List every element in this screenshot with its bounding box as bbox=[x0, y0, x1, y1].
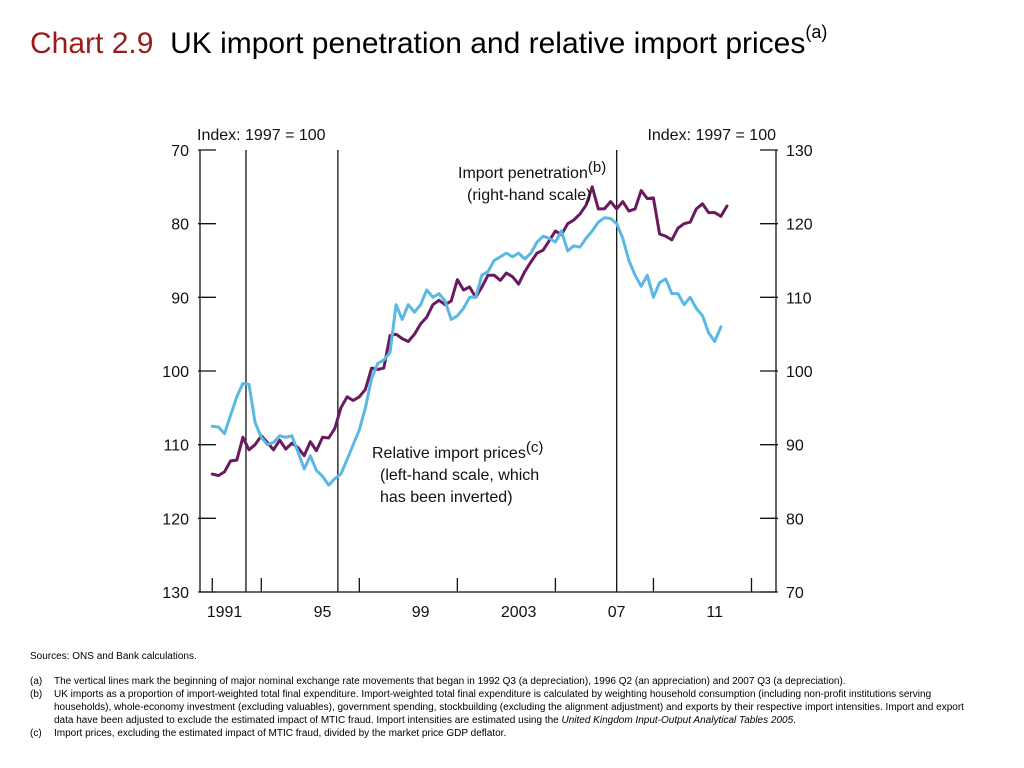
title-footnote-marker: (a) bbox=[805, 22, 828, 42]
chart-number: Chart 2.9 bbox=[30, 27, 154, 60]
footnote-label: (a) bbox=[30, 676, 43, 687]
right-tick-label: 100 bbox=[786, 364, 813, 381]
footnote-b: (b) UK imports as a proportion of import… bbox=[30, 688, 980, 727]
footnote-label: (c) bbox=[30, 728, 42, 739]
footnote-text: The vertical lines mark the beginning of… bbox=[54, 676, 846, 687]
x-tick-label: 95 bbox=[314, 604, 332, 621]
footnotes: Sources: ONS and Bank calculations. (a) … bbox=[30, 650, 980, 740]
right-tick-label: 80 bbox=[786, 511, 804, 528]
footnote-text: Import prices, excluding the estimated i… bbox=[54, 728, 507, 739]
left-tick-label: 120 bbox=[162, 511, 189, 528]
x-tick-label: 99 bbox=[412, 604, 430, 621]
footnote-c: (c) Import prices, excluding the estimat… bbox=[30, 727, 980, 740]
series-annotation-import_penetration: (right-hand scale) bbox=[467, 187, 592, 204]
right-tick-label: 70 bbox=[786, 585, 804, 602]
x-tick-label: 1991 bbox=[207, 604, 243, 621]
right-tick-label: 120 bbox=[786, 217, 813, 234]
left-tick-label: 90 bbox=[171, 290, 189, 307]
left-tick-label: 80 bbox=[171, 217, 189, 234]
right-tick-label: 110 bbox=[786, 290, 812, 307]
series-line-relative_import_prices bbox=[210, 216, 723, 487]
footnote-text: UK imports as a proportion of import-wei… bbox=[54, 689, 964, 726]
chart-title: UK import penetration and relative impor… bbox=[170, 27, 806, 60]
right-tick-label: 130 bbox=[786, 143, 813, 160]
footnote-a: (a) The vertical lines mark the beginnin… bbox=[30, 675, 980, 688]
footnote-label: (b) bbox=[30, 689, 43, 700]
series-annotation-relative_import_prices: has been inverted) bbox=[380, 489, 513, 506]
left-axis-label: Index: 1997 = 100 bbox=[197, 127, 326, 144]
chart: Index: 1997 = 100 Index: 1997 = 100 70 80 90… bbox=[162, 127, 813, 621]
footnote-tail: . bbox=[793, 715, 796, 726]
left-tick-label: 130 bbox=[162, 585, 189, 602]
left-tick-label: 110 bbox=[163, 438, 189, 455]
sources-note: Sources: ONS and Bank calculations. bbox=[30, 651, 197, 662]
series-annotation-import_penetration: Import penetration(b) bbox=[458, 159, 606, 182]
left-tick-label: 100 bbox=[162, 364, 189, 381]
left-tick-label: 70 bbox=[171, 143, 189, 160]
series-annotation-relative_import_prices: Relative import prices(c) bbox=[372, 439, 543, 462]
x-tick-label: 11 bbox=[706, 604, 723, 621]
x-tick-label: 2003 bbox=[501, 604, 537, 621]
x-tick-label: 07 bbox=[608, 604, 626, 621]
right-axis-label: Index: 1997 = 100 bbox=[647, 127, 776, 144]
series-annotation-footnote: (b) bbox=[588, 159, 606, 176]
page-title: Chart 2.9 UK import penetration and rela… bbox=[30, 22, 827, 61]
footnote-citation: United Kingdom Input-Output Analytical T… bbox=[561, 715, 794, 726]
series-annotation-footnote: (c) bbox=[526, 439, 544, 456]
right-tick-label: 90 bbox=[786, 438, 804, 455]
series-annotation-relative_import_prices: (left-hand scale, which bbox=[380, 467, 539, 484]
series-line-import_penetration bbox=[210, 185, 729, 478]
